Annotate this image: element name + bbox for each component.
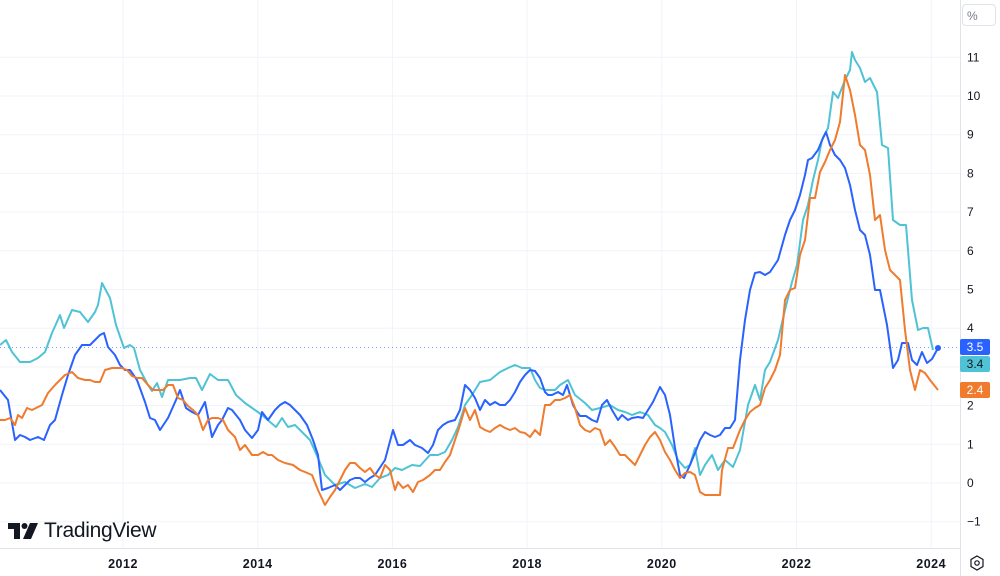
y-tick-label: 1 bbox=[967, 437, 974, 451]
series-line bbox=[0, 74, 939, 506]
last-point-marker bbox=[935, 345, 941, 351]
y-tick-label: 4 bbox=[967, 321, 974, 335]
grid-lines bbox=[0, 0, 960, 548]
unit-selector[interactable]: % bbox=[962, 4, 996, 26]
settings-gear-icon[interactable] bbox=[969, 555, 985, 571]
x-tick-label: 2016 bbox=[377, 557, 407, 571]
x-tick-label: 2014 bbox=[243, 557, 273, 571]
x-tick-label: 2022 bbox=[782, 557, 812, 571]
price-label: 2.4 bbox=[960, 382, 990, 398]
logo-text: TradingView bbox=[44, 519, 157, 542]
series-line bbox=[0, 131, 939, 491]
series-lines bbox=[0, 51, 939, 506]
y-tick-label: 7 bbox=[967, 205, 974, 219]
y-tick-label: 8 bbox=[967, 166, 974, 180]
x-tick-label: 2020 bbox=[647, 557, 677, 571]
y-tick-label: 10 bbox=[967, 89, 981, 103]
y-tick-label: 11 bbox=[967, 50, 980, 64]
x-tick-label: 2012 bbox=[108, 557, 138, 571]
tradingview-logo-icon bbox=[8, 523, 38, 539]
series-line bbox=[0, 51, 934, 489]
tradingview-logo[interactable]: TradingView bbox=[8, 519, 157, 543]
x-axis-ticks: 2012 2014 2016 2018 2020 2022 2024 bbox=[108, 557, 946, 571]
y-tick-label: 9 bbox=[967, 128, 974, 142]
y-tick-label: 2 bbox=[967, 399, 974, 413]
y-tick-label: −1 bbox=[967, 515, 981, 529]
y-tick-label: 5 bbox=[967, 283, 974, 297]
x-tick-label: 2018 bbox=[512, 557, 542, 571]
price-label: 3.5 bbox=[960, 339, 990, 355]
y-tick-label: 6 bbox=[967, 244, 974, 258]
x-tick-label: 2024 bbox=[916, 557, 946, 571]
price-label: 3.4 bbox=[960, 356, 990, 372]
y-tick-label: 0 bbox=[967, 476, 974, 490]
